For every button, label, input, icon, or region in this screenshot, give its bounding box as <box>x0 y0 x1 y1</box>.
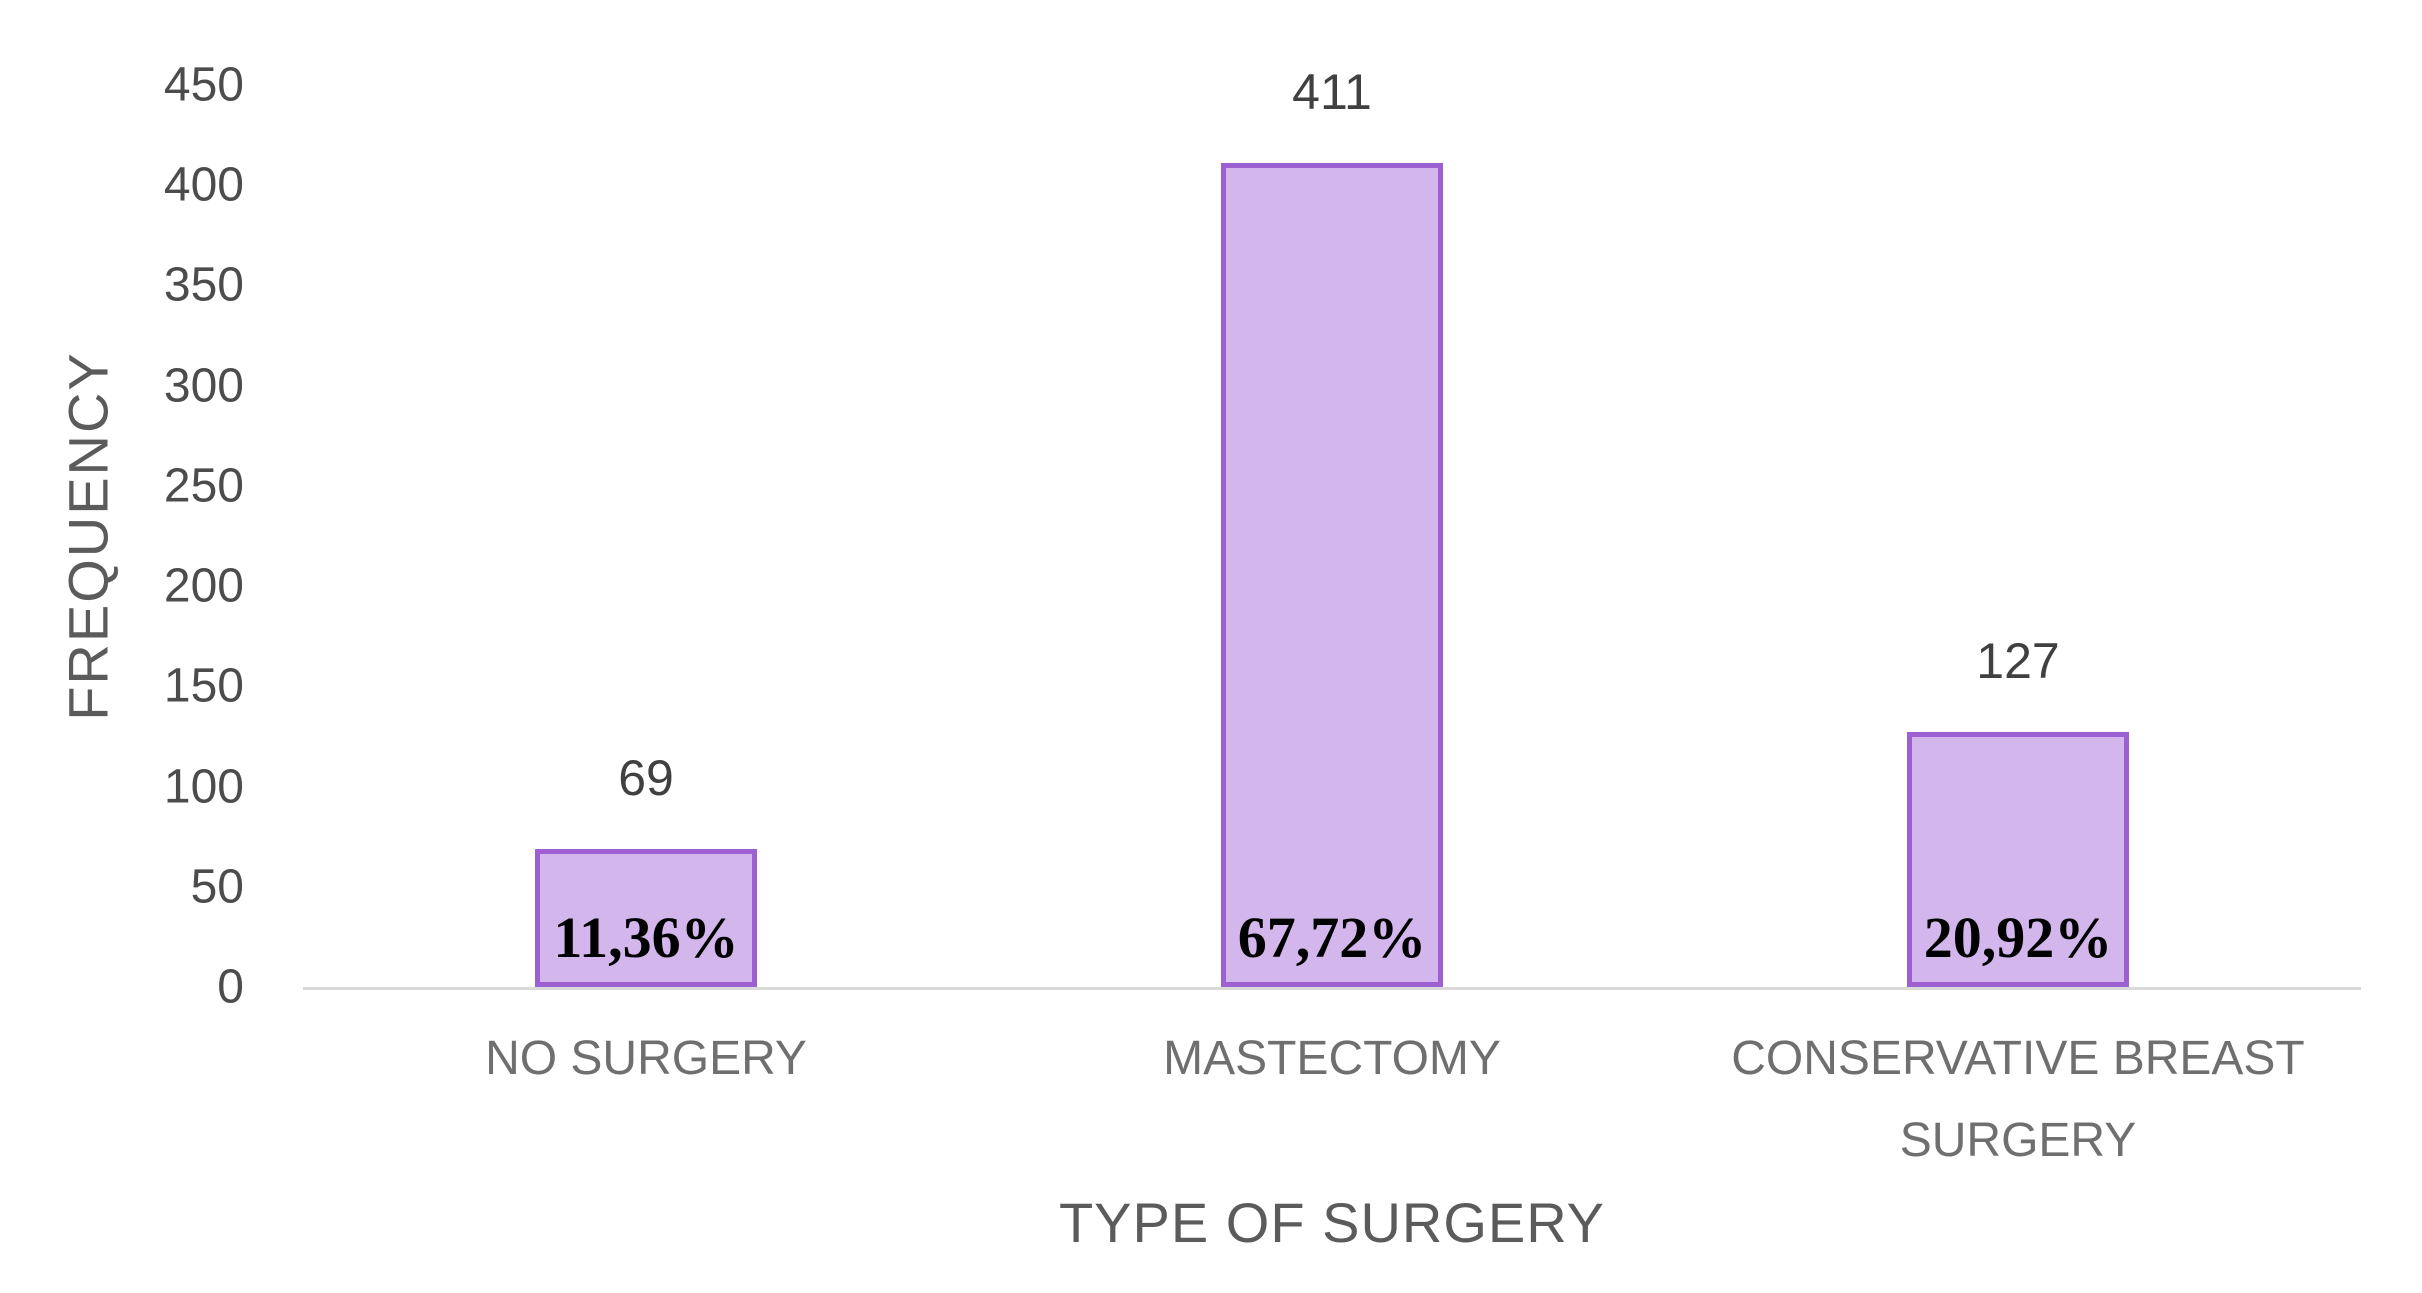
y-tick-label: 300 <box>163 359 244 413</box>
y-tick-label: 200 <box>163 559 244 613</box>
y-tick-label: 50 <box>190 860 244 914</box>
y-axis-tick-labels: 0 50 100 150 200 250 300 350 400 450 <box>0 59 250 1014</box>
bar-value-label: 411 <box>1292 64 1372 121</box>
bar-percentage-label: 67,72% <box>1237 905 1427 970</box>
category-label-conservative-breast-surgery: CONSERVATIVE BREAST SURGERY <box>1731 1032 2305 1167</box>
y-tick-label: 100 <box>163 760 244 814</box>
y-tick-label: 250 <box>163 459 244 513</box>
bar-value-label: 127 <box>1976 633 2060 690</box>
bar-percentage-label: 11,36% <box>553 905 739 970</box>
bar-slot-no-surgery: 69 11,36% <box>303 85 989 987</box>
bar-no-surgery <box>535 848 757 987</box>
y-tick-label: 0 <box>217 960 244 1014</box>
y-tick-label: 450 <box>163 58 244 112</box>
y-tick-label: 400 <box>163 158 244 212</box>
bar-slot-mastectomy: 411 67,72% <box>989 64 1675 987</box>
plot-area: 69 11,36% 411 67,72% 127 20,92% <box>303 64 2361 990</box>
y-tick-label: 150 <box>163 659 244 713</box>
bar-conservative-breast-surgery <box>1907 732 2129 987</box>
bar-slot-conservative-breast-surgery: 127 20,92% <box>1675 85 2361 987</box>
bar-percentage-label: 20,92% <box>1923 905 2113 970</box>
x-axis-title: TYPE OF SURGERY <box>1058 1191 1606 1254</box>
y-tick-label: 350 <box>163 258 244 312</box>
bar-mastectomy <box>1221 163 1443 987</box>
category-label-mastectomy: MASTECTOMY <box>1163 1032 1501 1085</box>
category-label-no-surgery: NO SURGERY <box>485 1032 807 1085</box>
bar-value-label: 69 <box>618 749 674 806</box>
x-axis-category-labels: NO SURGERY MASTECTOMY CONSERVATIVE BREAST … <box>303 1018 2361 1181</box>
